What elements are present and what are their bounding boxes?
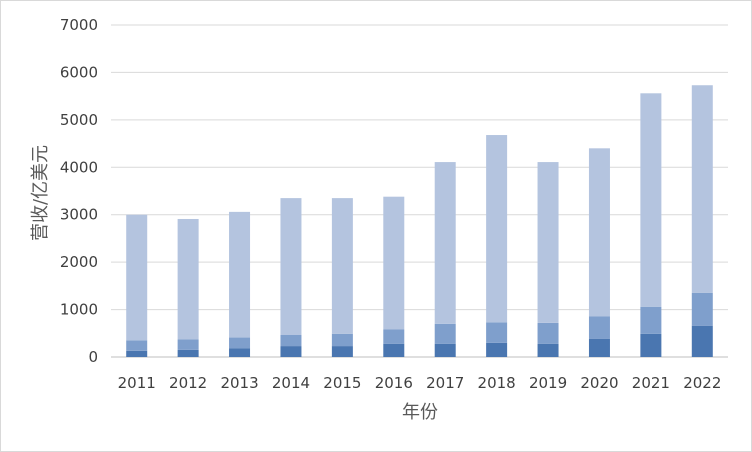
x-tick-label: 2014 <box>272 374 310 392</box>
x-tick-labels: 2011 2012 2013 2014 2015 2016 2017 2018 2019 2020… <box>118 374 722 392</box>
bar-2016-segment-1 <box>383 343 405 357</box>
bar-2021-segment-3 <box>640 93 662 307</box>
x-tick-label: 2022 <box>683 374 721 392</box>
bar-2015-segment-2 <box>331 333 353 347</box>
bar-2014-segment-2 <box>280 334 302 347</box>
x-tick-label: 2011 <box>118 374 156 392</box>
x-tick-label: 2020 <box>580 374 618 392</box>
bar-2012-segment-2 <box>177 339 199 350</box>
y-tick-labels: 0 1000 2000 3000 4000 5000 6000 7000 <box>60 16 98 366</box>
bar-2013-segment-3 <box>229 211 251 338</box>
bar-2015-segment-1 <box>331 346 353 357</box>
bar-2014-segment-1 <box>280 346 302 357</box>
x-axis-title: 年份 <box>402 402 438 423</box>
bars <box>126 85 713 357</box>
bar-2022-segment-2 <box>691 292 713 326</box>
y-tick-label: 2000 <box>60 253 98 271</box>
bar-2013-segment-2 <box>229 337 251 349</box>
bar-2012-segment-1 <box>177 349 199 357</box>
bar-2011-segment-3 <box>126 214 148 341</box>
bar-2013-segment-1 <box>229 348 251 357</box>
bar-2017-segment-3 <box>434 162 456 324</box>
bar-2018-segment-1 <box>486 342 508 357</box>
bar-2019-segment-3 <box>537 162 559 323</box>
bar-2019-segment-2 <box>537 322 559 344</box>
y-axis-title: 营收/亿美元 <box>30 145 51 241</box>
bar-2022-segment-3 <box>691 85 713 293</box>
bar-2018-segment-2 <box>486 322 508 343</box>
y-tick-label: 1000 <box>60 301 98 319</box>
bar-2017-segment-2 <box>434 323 456 344</box>
bar-2021-segment-1 <box>640 333 662 357</box>
bar-2018-segment-3 <box>486 135 508 323</box>
y-tick-label: 4000 <box>60 158 98 176</box>
y-tick-label: 5000 <box>60 111 98 129</box>
bar-2016-segment-2 <box>383 329 405 344</box>
bar-2022-segment-1 <box>691 325 713 357</box>
y-tick-label: 6000 <box>60 63 98 81</box>
bar-2016-segment-3 <box>383 196 405 330</box>
bar-2020-segment-3 <box>588 148 610 317</box>
x-tick-label: 2016 <box>375 374 413 392</box>
y-tick-label: 0 <box>88 348 98 366</box>
bar-2019-segment-1 <box>537 343 559 357</box>
bar-2012-segment-3 <box>177 218 199 340</box>
x-tick-label: 2012 <box>169 374 207 392</box>
bar-2011-segment-2 <box>126 340 148 351</box>
y-tick-label: 3000 <box>60 206 98 224</box>
x-tick-label: 2021 <box>632 374 670 392</box>
bar-2020-segment-2 <box>588 316 610 339</box>
y-tick-label: 7000 <box>60 16 98 34</box>
bar-2020-segment-1 <box>588 338 610 357</box>
bar-2011-segment-1 <box>126 350 148 357</box>
bar-2014-segment-3 <box>280 198 302 335</box>
bar-2015-segment-3 <box>331 198 353 334</box>
x-tick-label: 2018 <box>478 374 516 392</box>
x-tick-label: 2019 <box>529 374 567 392</box>
x-tick-label: 2017 <box>426 374 464 392</box>
bar-2021-segment-2 <box>640 306 662 334</box>
x-tick-label: 2013 <box>220 374 258 392</box>
gridlines <box>111 24 728 358</box>
x-tick-label: 2015 <box>323 374 361 392</box>
bar-2017-segment-1 <box>434 343 456 357</box>
